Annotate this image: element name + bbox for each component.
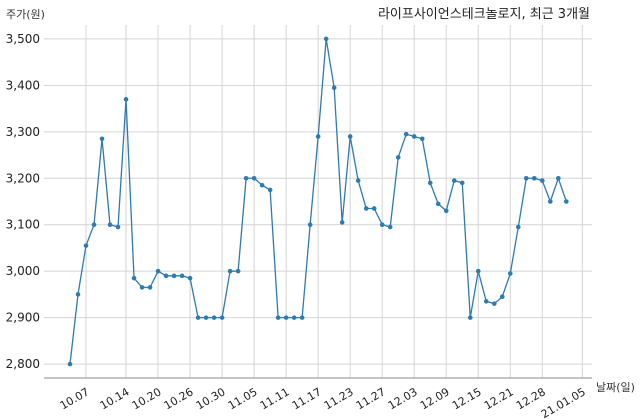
data-point	[283, 315, 289, 320]
data-point	[219, 315, 225, 320]
data-point	[483, 299, 489, 304]
grid-lines	[44, 25, 592, 378]
data-point	[347, 134, 353, 139]
data-point	[187, 275, 193, 281]
data-point	[155, 268, 161, 274]
data-point	[171, 273, 177, 279]
data-point	[99, 136, 105, 142]
data-point	[323, 36, 329, 42]
data-point	[211, 315, 217, 320]
y-tick-label: 2,800	[6, 357, 40, 371]
x-tick-label: 21.01.05	[539, 385, 588, 419]
x-tick-label: 10.30	[194, 385, 228, 412]
data-point	[235, 268, 241, 274]
data-point	[355, 178, 361, 183]
y-tick-label: 3,100	[6, 218, 40, 232]
data-point	[419, 136, 425, 142]
data-point	[443, 208, 449, 214]
x-tick-label: 12.15	[450, 385, 484, 412]
x-tick-label: 11.11	[258, 385, 292, 412]
data-point	[331, 85, 337, 90]
data-point	[451, 178, 457, 183]
chart-title: 라이프사이언스테크놀로지, 최근 3개월	[378, 7, 590, 22]
data-point	[227, 268, 233, 274]
data-point	[531, 175, 537, 181]
y-tick-label: 2,900	[6, 311, 40, 325]
data-point	[515, 224, 521, 230]
data-point	[411, 134, 417, 139]
x-tick-label: 10.20	[130, 385, 164, 412]
data-point	[115, 224, 121, 230]
data-point	[299, 315, 305, 320]
x-tick-label: 10.07	[58, 385, 92, 412]
data-point	[523, 175, 529, 181]
data-point	[564, 199, 569, 204]
data-point	[556, 175, 561, 181]
x-tick-label: 12.21	[482, 385, 516, 412]
y-tick-label: 3,500	[6, 32, 40, 46]
data-point	[259, 182, 265, 188]
x-axis: 10.07 10.1410.2010.2610.3011.0511.1111.17…	[44, 377, 592, 419]
data-point	[475, 268, 481, 274]
x-tick-label: 11.27	[354, 385, 388, 412]
data-point	[387, 224, 393, 230]
data-point	[403, 131, 409, 137]
data-point	[83, 243, 89, 248]
data-point	[107, 222, 113, 228]
data-point	[147, 285, 153, 290]
data-point	[291, 315, 297, 320]
x-tick-label: 11.17	[290, 385, 324, 412]
data-point	[195, 315, 201, 320]
data-point	[371, 206, 377, 211]
data-point	[395, 155, 401, 160]
data-point	[379, 222, 385, 228]
data-point	[467, 315, 473, 320]
data-point	[67, 361, 73, 367]
x-tick-label: 12.03	[386, 385, 420, 412]
data-point	[203, 315, 209, 320]
data-point	[363, 206, 369, 211]
data-point	[307, 222, 313, 228]
x-tick-label: 12.09	[418, 385, 452, 412]
data-point	[459, 180, 465, 186]
x-tick-label: 10.26	[162, 385, 196, 412]
data-point	[243, 175, 249, 181]
x-tick-label: 11.23	[322, 385, 356, 412]
data-point	[540, 178, 545, 183]
y-tick-label: 3,200	[6, 171, 40, 185]
price-series	[67, 36, 569, 367]
data-point	[427, 180, 433, 186]
x-axis-label: 날짜(일)	[596, 380, 635, 394]
data-point	[75, 292, 81, 297]
data-point	[179, 273, 185, 279]
data-point	[123, 97, 129, 102]
x-tick-label: 11.05	[226, 385, 260, 412]
y-tick-label: 3,000	[6, 264, 40, 278]
data-point	[499, 294, 505, 300]
data-point	[507, 271, 513, 276]
data-point	[131, 275, 137, 281]
data-point	[339, 220, 345, 225]
data-point	[315, 134, 321, 139]
data-point	[267, 187, 273, 193]
y-axis: 2,800 2,900 3,000 3,100 3,200 3,300 3,400 3,500	[6, 32, 40, 371]
data-point	[91, 222, 97, 228]
data-point	[163, 273, 169, 279]
data-point	[491, 301, 497, 306]
y-tick-label: 3,300	[6, 125, 40, 139]
x-tick-label: 10.14	[98, 385, 132, 412]
y-axis-label: 주가(원)	[6, 8, 45, 21]
data-point	[435, 201, 441, 207]
data-point	[548, 199, 553, 204]
data-point	[139, 285, 145, 290]
y-tick-label: 3,400	[6, 78, 40, 92]
data-point	[251, 175, 257, 181]
data-point	[275, 315, 281, 320]
